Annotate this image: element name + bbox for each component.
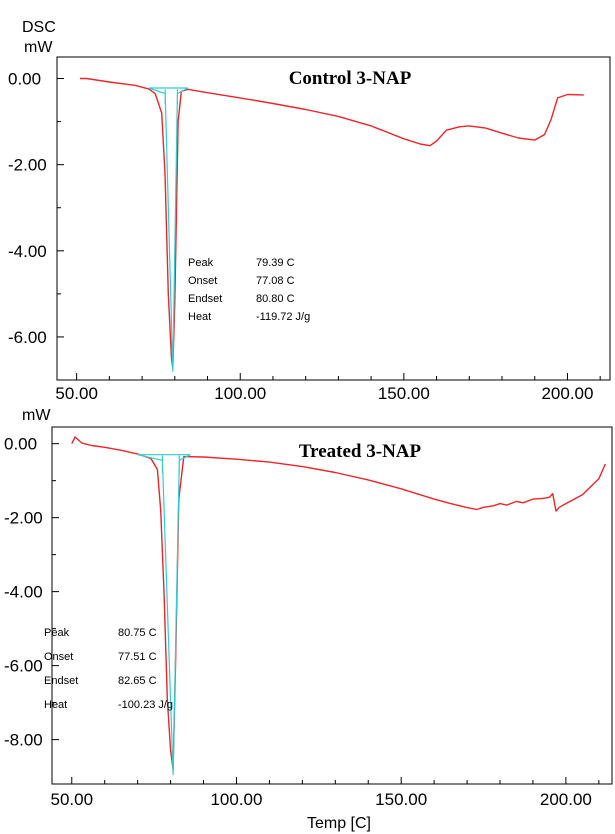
plot-frame [51, 426, 613, 785]
dsc-curve [79, 77, 584, 369]
annotation-value: 77.51 C [118, 651, 157, 663]
y-tick-label: -8.00 [4, 731, 43, 750]
x-tick-label: 100.00 [214, 384, 266, 403]
y-tick-label: -4.00 [4, 583, 43, 602]
y-axis-label: mW [24, 39, 53, 56]
x-axis-label: Temp [C] [307, 815, 371, 832]
control-chart: DSC mW 0.00 -2.00 -4.00 -6.00 50.00 100.00 15… [8, 19, 611, 403]
annotation-label: Endset [44, 675, 78, 687]
annotation-value: -100.23 J/g [118, 699, 173, 711]
annotation-label: Heat [188, 311, 211, 323]
x-tick-label: 50.00 [50, 790, 93, 809]
annotation-value: 82.65 C [118, 675, 157, 687]
peak-analysis-lines [137, 454, 191, 776]
y-tick-label: 0.00 [8, 70, 41, 89]
y-tick-label: -2.00 [4, 509, 43, 528]
annotation-label: Onset [44, 651, 73, 663]
annotation-label: Heat [44, 699, 67, 711]
annotation-label: Endset [188, 293, 222, 305]
annotation-label: Peak [188, 257, 214, 269]
x-tick-label: 200.00 [541, 384, 593, 403]
y-tick-label: -6.00 [4, 657, 43, 676]
annotation-value: 80.75 C [118, 627, 157, 639]
y-tick-label: -6.00 [8, 328, 47, 347]
treated-chart: mW 0.00 -2.00 -4.00 -6.00 -8.00 50.00 100.00 1… [4, 407, 613, 832]
peak-analysis-lines [148, 87, 189, 372]
chart-title: Control 3-NAP [289, 68, 412, 89]
chart-title: Treated 3-NAP [299, 441, 422, 462]
annotation-value: 80.80 C [256, 293, 295, 305]
x-tick-label: 50.00 [55, 384, 98, 403]
y-tick-label: -2.00 [8, 156, 47, 175]
x-tick-label: 200.00 [540, 790, 592, 809]
annotation-value: 79.39 C [256, 257, 295, 269]
annotation-value: 77.08 C [256, 275, 295, 287]
y-tick-label: -4.00 [8, 242, 47, 261]
annotation-label: Onset [188, 275, 217, 287]
y-axis-label: mW [22, 407, 51, 424]
x-tick-label: 150.00 [375, 790, 427, 809]
x-tick-label: 150.00 [378, 384, 430, 403]
plot-frame [56, 56, 611, 381]
annotation-label: Peak [44, 627, 70, 639]
x-tick-label: 100.00 [210, 790, 262, 809]
dsc-curve [71, 436, 607, 770]
y-axis-label-top: DSC [22, 19, 56, 36]
y-tick-label: 0.00 [4, 435, 37, 454]
annotation-value: -119.72 J/g [256, 311, 310, 323]
